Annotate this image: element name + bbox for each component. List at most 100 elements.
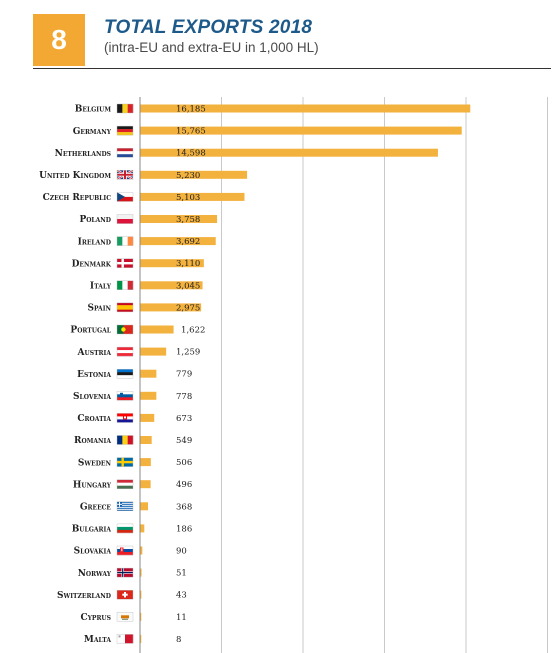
bar <box>140 325 174 334</box>
bar <box>140 546 143 555</box>
bar <box>140 458 151 467</box>
bar <box>140 413 155 422</box>
switzerland-flag-icon <box>116 590 134 600</box>
value-label: 1,622 <box>181 326 205 336</box>
value-label: 778 <box>176 392 192 402</box>
bar <box>140 170 248 179</box>
netherlands-flag-icon <box>116 147 134 158</box>
value-label: 2,975 <box>176 303 200 313</box>
norway-flag-icon <box>116 567 134 578</box>
value-label: 1,259 <box>176 348 200 358</box>
bar <box>140 612 142 621</box>
country-label: Slovakia <box>74 547 112 557</box>
croatia-flag-icon <box>116 413 134 423</box>
value-label: 51 <box>176 569 187 579</box>
bar <box>140 148 438 157</box>
value-label: 15,765 <box>176 127 206 137</box>
country-label: Denmark <box>72 259 112 269</box>
bar <box>140 502 148 511</box>
bar <box>140 192 245 201</box>
country-label: Portugal <box>70 326 111 336</box>
country-label: Poland <box>79 215 111 225</box>
value-label: 673 <box>176 414 192 424</box>
value-label: 3,758 <box>176 215 200 225</box>
value-label: 90 <box>176 547 187 557</box>
poland-flag-icon <box>116 214 134 224</box>
value-label: 3,110 <box>176 259 200 269</box>
value-label: 186 <box>176 524 192 534</box>
united-kingdom-flag-icon <box>116 169 134 181</box>
bar <box>140 303 202 312</box>
value-label: 3,692 <box>176 237 200 247</box>
denmark-flag-icon <box>116 258 134 268</box>
bar <box>140 590 142 599</box>
country-label: Netherlands <box>55 149 111 159</box>
country-label: Slovenia <box>73 392 111 402</box>
country-label: Switzerland <box>57 591 111 601</box>
slovakia-flag-icon <box>116 545 134 556</box>
value-label: 779 <box>176 370 192 380</box>
value-label: 8 <box>176 635 181 645</box>
bar <box>140 259 204 268</box>
country-label: Malta <box>84 635 111 645</box>
country-label: Croatia <box>77 414 111 424</box>
value-label: 14,598 <box>176 149 206 159</box>
austria-flag-icon <box>116 346 134 357</box>
belgium-flag-icon <box>116 103 134 114</box>
value-label: 3,045 <box>176 281 200 291</box>
chart-title: TOTAL EXPORTS 2018 <box>104 17 313 38</box>
portugal-flag-icon <box>116 324 134 335</box>
value-label: 549 <box>176 436 192 446</box>
value-label: 368 <box>176 502 192 512</box>
country-label: Ireland <box>78 237 111 247</box>
romania-flag-icon <box>116 435 134 445</box>
country-label: Hungary <box>73 480 112 490</box>
bar <box>140 634 142 643</box>
country-label: Czech Republic <box>43 193 112 203</box>
country-label: Germany <box>73 127 112 137</box>
italy-flag-icon <box>116 280 134 290</box>
value-label: 5,103 <box>176 193 200 203</box>
estonia-flag-icon <box>116 369 134 379</box>
value-label: 5,230 <box>176 171 200 181</box>
bar <box>140 436 152 444</box>
bar <box>140 568 142 577</box>
header-divider <box>33 68 551 69</box>
country-label: Bulgaria <box>72 525 112 535</box>
country-label: Italy <box>90 282 112 292</box>
bar <box>140 347 167 356</box>
bar <box>140 391 157 400</box>
slovenia-flag-icon <box>116 391 134 401</box>
country-label: Norway <box>78 569 112 579</box>
value-label: 16,185 <box>176 105 206 115</box>
bar <box>140 126 462 135</box>
bar <box>140 215 218 223</box>
value-label: 506 <box>176 458 192 468</box>
country-label: Sweden <box>78 458 112 468</box>
bar <box>140 480 151 489</box>
country-label: Cyprus <box>80 613 111 623</box>
country-label: Austria <box>77 348 112 358</box>
country-label: Belgium <box>75 105 112 115</box>
value-label: 496 <box>176 480 192 490</box>
bar <box>140 237 216 246</box>
cyprus-flag-icon <box>116 612 134 622</box>
ireland-flag-icon <box>116 236 134 246</box>
sweden-flag-icon <box>116 457 134 467</box>
czech-republic-flag-icon <box>116 192 134 202</box>
bar <box>140 104 471 113</box>
bar <box>140 369 157 378</box>
country-label: Greece <box>80 503 112 513</box>
bar <box>140 524 145 533</box>
value-label: 43 <box>176 591 187 601</box>
spain-flag-icon <box>116 302 134 313</box>
malta-flag-icon <box>116 634 134 644</box>
bulgaria-flag-icon <box>116 523 134 534</box>
germany-flag-icon <box>116 125 134 136</box>
bar <box>140 281 203 290</box>
country-label: United Kingdom <box>39 171 111 181</box>
country-label: Romania <box>74 436 111 446</box>
country-label: Spain <box>87 304 111 314</box>
greece-flag-icon <box>116 501 134 511</box>
